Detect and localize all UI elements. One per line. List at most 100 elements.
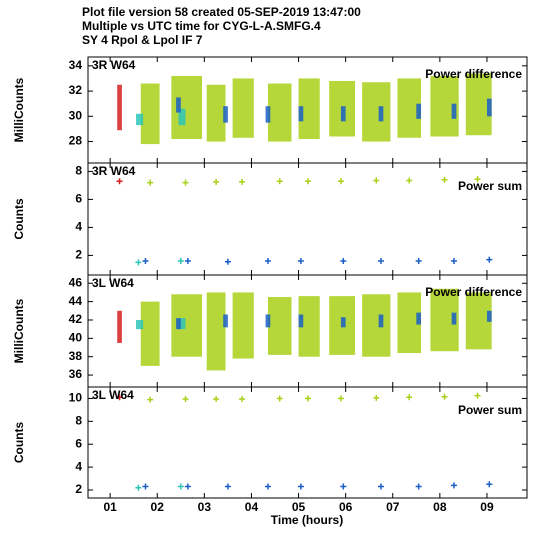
data-cluster [362, 82, 391, 142]
data-point [373, 394, 380, 401]
y-tick-label: 30 [69, 108, 83, 122]
data-point [450, 258, 457, 264]
data-cluster [171, 75, 202, 140]
data-point [213, 396, 220, 403]
data-point [276, 178, 283, 185]
data-point [441, 176, 448, 183]
data-point [406, 394, 413, 401]
data-cluster [206, 84, 226, 142]
data-cluster [298, 314, 304, 328]
plot-frame [87, 386, 528, 499]
panel-label: 3R W64 [92, 58, 136, 72]
data-cluster [223, 106, 228, 123]
x-tick-label: 04 [245, 500, 259, 514]
y-tick-label: 4 [75, 220, 82, 234]
y-tick-label: 34 [69, 58, 83, 72]
data-cluster [298, 106, 304, 122]
data-cluster [362, 294, 391, 357]
y-tick-label: 28 [69, 134, 83, 148]
y-axis-label: Counts [12, 422, 26, 464]
data-point [297, 483, 304, 490]
data-point [337, 395, 344, 402]
panel-label: 3R W64 [92, 164, 136, 178]
y-axis-label: MilliCounts [12, 77, 26, 142]
data-point [213, 178, 220, 185]
data-cluster [178, 108, 186, 126]
data-point [373, 177, 380, 184]
data-point [415, 258, 422, 264]
data-cluster [340, 317, 346, 328]
x-tick-label: 03 [198, 500, 212, 514]
data-cluster [298, 296, 320, 357]
y-tick-label: 6 [75, 436, 82, 450]
y-tick-label: 32 [69, 83, 83, 97]
data-point [147, 179, 154, 186]
data-cluster [340, 106, 346, 122]
y-tick-label: 42 [69, 312, 83, 326]
data-cluster [206, 292, 226, 371]
data-cluster [298, 78, 320, 140]
y-tick-label: 38 [69, 349, 83, 363]
header-line: Multiple vs UTC time for CYG-L-A.SMFG.4 [82, 19, 321, 33]
data-point [147, 396, 154, 403]
y-tick-label: 6 [75, 192, 82, 206]
data-point [264, 483, 271, 490]
y-tick-label: 44 [69, 294, 83, 308]
data-cluster [117, 310, 122, 343]
data-cluster [223, 314, 228, 328]
data-point [264, 258, 271, 264]
data-point [135, 484, 142, 491]
data-point [406, 177, 413, 184]
y-axis-label: Counts [12, 198, 26, 240]
y-axis-label: MilliCounts [12, 298, 26, 363]
data-point [337, 178, 344, 185]
data-point [474, 392, 481, 399]
x-tick-label: 09 [480, 500, 494, 514]
data-cluster [232, 292, 254, 359]
data-cluster [178, 318, 186, 330]
data-point [450, 482, 457, 489]
x-tick-label: 05 [292, 500, 306, 514]
legend-text: Power sum [458, 179, 522, 193]
data-cluster [486, 310, 492, 322]
data-cluster [451, 312, 457, 325]
x-axis-label: Time (hours) [271, 513, 343, 527]
data-cluster [176, 97, 181, 113]
data-point [177, 258, 184, 264]
legend-text: Power difference [425, 285, 522, 299]
x-tick-label: 08 [433, 500, 447, 514]
data-cluster [140, 301, 160, 366]
data-cluster [486, 98, 492, 117]
x-tick-label: 07 [386, 500, 400, 514]
data-cluster [267, 297, 292, 355]
data-point [304, 178, 311, 185]
data-point [116, 178, 123, 185]
data-point [184, 258, 191, 264]
data-point [184, 483, 191, 490]
panel-label: 3L W64 [92, 276, 134, 290]
data-point [377, 483, 384, 490]
data-point [239, 396, 246, 403]
data-cluster [136, 113, 144, 126]
data-cluster [265, 314, 271, 328]
data-cluster [232, 78, 254, 138]
y-tick-label: 2 [75, 248, 82, 262]
panel-label: 3L W64 [92, 388, 134, 402]
data-point [116, 394, 123, 401]
data-cluster [267, 83, 292, 142]
data-point [142, 258, 149, 264]
y-tick-label: 4 [75, 459, 82, 473]
data-cluster [140, 83, 160, 145]
data-point [224, 483, 231, 490]
y-tick-label: 8 [75, 414, 82, 428]
data-point [182, 179, 189, 186]
data-point [486, 256, 493, 263]
data-cluster [378, 314, 384, 328]
x-tick-label: 01 [103, 500, 117, 514]
data-cluster [416, 103, 422, 119]
data-point [177, 483, 184, 490]
data-cluster [416, 312, 422, 325]
data-cluster [171, 294, 202, 357]
data-point [340, 483, 347, 490]
